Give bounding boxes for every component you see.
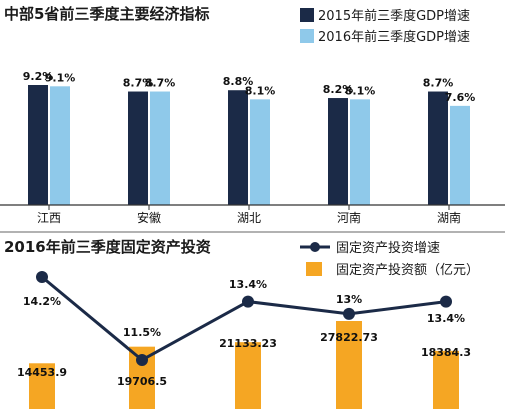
legend-label-growth: 固定资产投资增速	[336, 240, 440, 256]
legend-swatch-2016	[300, 29, 314, 43]
bar-2015-2	[228, 90, 248, 205]
chart1-legend: 2015年前三季度GDP增速 2016年前三季度GDP增速	[300, 8, 470, 45]
amount-label-3: 27822.73	[320, 331, 378, 344]
data-label-2015-2: 8.8%	[223, 75, 254, 88]
chart1-x-ticks	[48, 205, 450, 210]
amount-label-1: 19706.5	[117, 375, 167, 388]
amount-bar-2	[235, 342, 261, 409]
data-label-2016-3: 8.1%	[345, 84, 376, 97]
bar-2015-4	[428, 91, 448, 205]
bar-2015-3	[328, 98, 348, 205]
legend-swatch-2015	[300, 8, 314, 22]
growth-label-4: 13.4%	[427, 312, 465, 325]
data-label-2016-2: 8.1%	[245, 84, 276, 97]
legend-label-2016: 2016年前三季度GDP增速	[318, 29, 470, 45]
data-label-2016-0: 9.1%	[45, 71, 76, 84]
growth-label-0: 14.2%	[23, 295, 61, 308]
growth-point-4	[440, 295, 452, 308]
data-label-2015-0: 9.2%	[23, 70, 54, 83]
growth-label-1: 11.5%	[123, 326, 161, 339]
growth-label-2: 13.4%	[229, 278, 267, 291]
growth-point-2	[242, 295, 254, 308]
chart1-bars: 9.2%9.1% 8.7%8.7% 8.8%8.1% 8.2%8.1%8.7%7.6%	[23, 70, 476, 205]
amount-bar-4	[433, 350, 459, 409]
x-tick-label-0: 江西	[37, 211, 61, 225]
bar-2016-4	[450, 105, 470, 205]
x-tick-label-3: 河南	[337, 210, 361, 225]
chart2-line: 14.2% 11.5% 13.4% 13% 13.4%	[23, 271, 465, 366]
growth-label-3: 13%	[336, 293, 362, 306]
legend-label-amount: 固定资产投资额（亿元）	[336, 262, 479, 278]
data-label-2015-1: 8.7%	[123, 77, 154, 90]
x-tick-label-4: 湖南	[437, 210, 461, 225]
chart1-x-tick-labels: 江西 安徽 湖北 河南 湖南	[37, 210, 461, 225]
chart2-legend: 固定资产投资增速 固定资产投资额（亿元）	[300, 240, 479, 278]
bar-2016-0	[50, 86, 70, 205]
legend-marker-growth	[310, 242, 320, 252]
amount-bar-3	[336, 321, 362, 409]
growth-point-3	[343, 307, 355, 320]
growth-point-1	[136, 354, 148, 366]
x-tick-label-1: 安徽	[137, 210, 161, 225]
amount-label-2: 21133.23	[219, 337, 277, 350]
amount-bar-0	[29, 363, 55, 409]
data-label-2016-1: 8.7%	[145, 77, 176, 90]
bar-2016-3	[350, 99, 370, 205]
chart2-title: 2016年前三季度固定资产投资	[4, 238, 211, 256]
amount-label-4: 18384.3	[421, 346, 471, 359]
data-label-2015-4: 8.7%	[423, 77, 454, 90]
legend-label-2015: 2015年前三季度GDP增速	[318, 8, 470, 24]
amount-label-0: 14453.9	[17, 366, 67, 379]
legend-swatch-amount	[306, 262, 322, 276]
bar-2016-1	[150, 91, 170, 205]
x-tick-label-2: 湖北	[237, 210, 261, 225]
bar-2016-2	[250, 99, 270, 205]
growth-point-0	[36, 271, 48, 283]
bar-2015-0	[28, 85, 48, 205]
chart1-title: 中部5省前三季度主要经济指标	[4, 5, 209, 23]
data-label-2015-3: 8.2%	[323, 83, 354, 96]
data-label-2016-4: 7.6%	[445, 91, 476, 104]
bar-2015-1	[128, 91, 148, 205]
chart2-bars: 14453.9 19706.5 21133.23 27822.73 18384.3	[17, 321, 471, 409]
